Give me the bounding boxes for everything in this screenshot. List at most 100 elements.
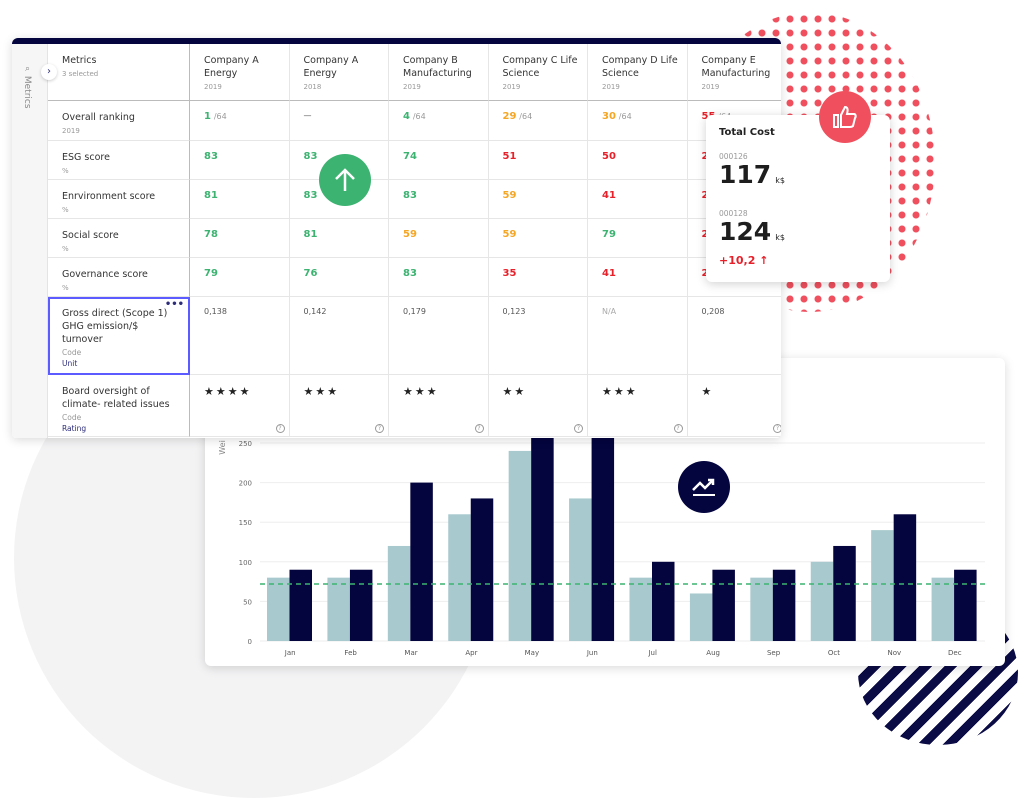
- metric-row-label[interactable]: Gross direct (Scope 1) GHG emission/$ tu…: [48, 297, 190, 375]
- help-icon[interactable]: ?: [275, 424, 285, 433]
- table-cell: N/A: [588, 297, 688, 375]
- metric-name: Gross direct (Scope 1) GHG emission/$ tu…: [62, 308, 168, 345]
- table-cell: ★?: [687, 375, 781, 437]
- column-header[interactable]: Company C Life Science 2019: [488, 44, 588, 101]
- table-cell: 4 /64: [389, 101, 489, 141]
- table-cell: 29 /64: [488, 101, 588, 141]
- company-name: Company E Manufacturing: [701, 55, 771, 79]
- more-options-icon[interactable]: •••: [164, 299, 184, 310]
- cell-value: 78: [204, 229, 218, 240]
- help-icon[interactable]: ?: [773, 424, 781, 433]
- star-rating: ★★★: [303, 385, 340, 398]
- bar-dark: [591, 435, 615, 641]
- metrics-comparison-table: ⌕ Metrics › Metrics 3 selected Company A E…: [12, 38, 781, 438]
- cost-value: 117 k$: [719, 160, 785, 189]
- cell-value: 51: [502, 151, 517, 162]
- metric-row-label[interactable]: Social score%: [48, 219, 190, 258]
- cell-value: 0,208: [701, 307, 725, 316]
- bar-light: [387, 545, 411, 641]
- cell-value: —: [303, 111, 312, 120]
- help-icon[interactable]: ?: [375, 424, 384, 433]
- cell-value: 4: [403, 111, 410, 122]
- bar-dark: [410, 482, 433, 641]
- column-year: 2019: [403, 83, 421, 91]
- cell-value: 0,142: [303, 307, 327, 316]
- header-title: Metrics: [62, 55, 97, 66]
- cell-value: 41: [602, 268, 616, 279]
- y-tick-label: 100: [239, 559, 252, 567]
- table-cell: 0,142: [289, 297, 389, 375]
- y-tick-label: 200: [239, 480, 252, 488]
- table-cell: 0,179: [389, 297, 489, 375]
- x-tick-label: Mar: [404, 649, 417, 657]
- help-icon[interactable]: ?: [574, 424, 583, 433]
- metric-name: Social score: [62, 230, 119, 241]
- table-cell: ★★★?: [289, 375, 389, 437]
- cell-value: 81: [204, 190, 218, 201]
- table-grid: Metrics 3 selected Company A Energy 2019 Com…: [48, 44, 781, 437]
- bar-dark: [289, 569, 312, 641]
- chevron-right-icon[interactable]: ›: [41, 64, 57, 80]
- metrics-sidebar-label: ⌕ Metrics: [22, 64, 32, 109]
- cell-value: 0,123: [502, 307, 526, 316]
- metric-unit: 2019: [62, 127, 80, 135]
- bar-light: [569, 498, 592, 641]
- help-icon[interactable]: ?: [673, 424, 683, 433]
- bar-dark: [349, 569, 373, 641]
- metric-row-label[interactable]: Enrvironment score%: [48, 180, 190, 219]
- y-tick-label: 0: [248, 638, 252, 646]
- metric-row-label[interactable]: Overall ranking 2019: [48, 101, 190, 141]
- column-year: 2019: [502, 83, 521, 91]
- table-cell: —: [289, 101, 389, 141]
- table-cell: ★★★★?: [190, 375, 290, 437]
- column-year: 2019: [602, 83, 620, 91]
- table-cell: 79: [190, 258, 290, 297]
- company-name: Company A Energy: [204, 55, 259, 79]
- metric-row-label[interactable]: ESG score%: [48, 141, 190, 180]
- column-year: 2019: [701, 83, 720, 91]
- column-year: 2019: [204, 83, 222, 91]
- table-cell: 83: [190, 141, 290, 180]
- bar-dark: [712, 569, 735, 641]
- header-subtitle: 3 selected: [62, 70, 99, 78]
- bar-dark: [470, 498, 494, 641]
- table-cell: 76: [289, 258, 389, 297]
- metric-name: Board oversight of climate- related issu…: [62, 386, 170, 410]
- y-tick-label: 250: [239, 440, 252, 448]
- help-icon[interactable]: ?: [474, 424, 484, 433]
- metrics-sidebar[interactable]: ⌕ Metrics: [12, 44, 48, 438]
- x-tick-label: Jun: [586, 649, 598, 657]
- cell-value: 50: [602, 151, 616, 162]
- cell-value: 79: [602, 229, 616, 240]
- x-tick-label: May: [525, 649, 539, 657]
- metric-row-label[interactable]: Governance score%: [48, 258, 190, 297]
- cell-value: 81: [303, 229, 318, 240]
- cell-denominator: /64: [618, 112, 632, 121]
- column-header[interactable]: Company A Energy 2018: [289, 44, 389, 101]
- table-cell: 79: [588, 219, 688, 258]
- cell-denominator: /64: [519, 112, 533, 121]
- x-tick-label: Jul: [647, 649, 657, 657]
- cell-value: 74: [403, 151, 417, 162]
- column-header[interactable]: Company D Life Science 2019: [588, 44, 688, 101]
- cost-card-title: Total Cost: [719, 127, 775, 138]
- cell-value: 83: [403, 268, 417, 279]
- metric-unit: %: [62, 206, 69, 214]
- star-rating: ★★★: [602, 385, 638, 398]
- metric-row-label[interactable]: Board oversight of climate- related issu…: [48, 375, 190, 437]
- table-header-metrics[interactable]: Metrics 3 selected: [48, 44, 190, 101]
- cell-value: 83: [303, 151, 318, 162]
- column-header[interactable]: Company E Manufacturing 2019: [687, 44, 781, 101]
- metric-name: Governance score: [62, 269, 148, 280]
- column-header[interactable]: Company B Manufacturing 2019: [389, 44, 489, 101]
- cell-value: 59: [502, 190, 517, 201]
- column-header[interactable]: Company A Energy 2019: [190, 44, 290, 101]
- cell-value: 0,138: [204, 307, 227, 316]
- cell-value: 41: [602, 190, 616, 201]
- cell-value: 29: [502, 111, 517, 122]
- star-rating: ★★★★: [204, 385, 252, 398]
- metric-unit-type: Unit: [62, 359, 78, 368]
- metric-name: ESG score: [62, 152, 110, 163]
- x-tick-label: Oct: [828, 649, 840, 657]
- bar-dark: [531, 435, 554, 641]
